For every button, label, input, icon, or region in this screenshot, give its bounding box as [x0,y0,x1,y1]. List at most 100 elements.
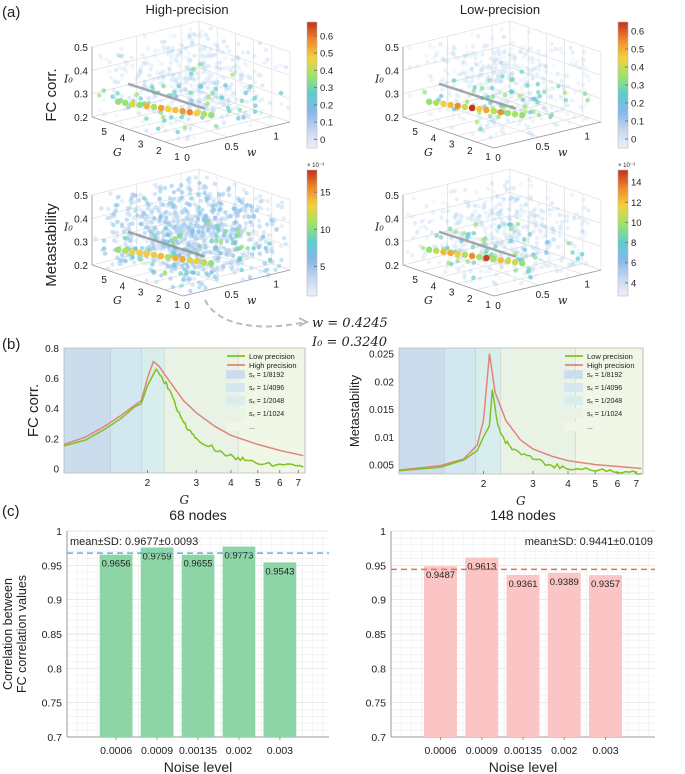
z-tick-label: 0.4 [385,66,399,77]
z-tick-label: 0.2 [74,261,88,272]
scatter-point [204,77,210,83]
scatter-point [508,95,513,100]
scatter-point [181,220,187,226]
precision-band [399,348,445,474]
scatter-point [152,191,158,197]
colorbar-tick-label: 0.4 [631,63,644,74]
scatter-point [251,229,256,234]
scatter-point [474,216,479,221]
scatter-point [230,107,236,112]
scatter-point [165,51,171,56]
scatter-point [198,89,203,94]
scatter-point [190,38,195,43]
scatter-point [470,211,476,217]
scatter-point [183,252,188,258]
scatter-point [187,104,193,110]
scatter-point [216,212,221,217]
scatter-point [175,219,181,225]
scatter-point [179,224,184,229]
scatter-point [537,52,543,58]
scatter-point [197,285,202,290]
scatter-point [218,217,223,223]
scatter-point [178,48,184,54]
scatter-point [526,266,532,272]
scatter-point [237,107,243,113]
scatter-point [538,228,544,234]
scatter-point [513,80,518,86]
scatter-point [170,52,175,58]
scatter-point [481,202,487,207]
scatter-point [151,245,157,250]
scatter-point [509,70,515,76]
highlighted-point [114,98,122,105]
scatter-point [116,194,122,199]
scatter-point [490,189,496,194]
colorbar-tick-label: 0 [320,135,325,146]
highlighted-point [519,112,526,119]
scatter-point [158,187,163,192]
scatter-point [536,48,541,54]
w-tick-label: 1 [273,131,279,142]
scatter-point [581,82,586,87]
scatter-point [134,92,140,97]
scatter-point [516,121,522,126]
scatter-point [186,50,191,56]
scatter-point [493,62,498,67]
scatter-point [205,221,211,226]
scatter-point [488,63,493,68]
scatter-point [208,191,213,197]
scatter-point [215,42,221,48]
scatter-point [213,239,219,244]
scatter-point [103,57,109,62]
scatter-point [197,192,202,198]
scatter-point [197,264,202,270]
g-tick-label: 4 [120,281,126,292]
scatter-point [451,244,457,249]
scatter-point [532,262,538,267]
legend-swatch [225,408,246,419]
highlighted-point [433,99,440,106]
scatter-point [188,27,193,32]
scatter-point [193,265,198,270]
precision-band [575,348,643,474]
scatter-point [498,79,504,85]
scatter-point [502,221,507,226]
scatter-point [223,56,228,61]
scatter-point [445,51,450,56]
scatter-point [239,267,245,273]
scatter-point [466,232,471,237]
scatter-point [413,64,419,70]
scatter-point [188,127,193,132]
scatter-point [525,228,531,233]
scatter-point [464,44,469,49]
scatter-point [463,199,468,204]
scatter-point [533,224,539,229]
scatter-point [560,82,565,88]
scatter-point [102,111,107,117]
scatter-point [197,243,203,249]
scatter-point [246,237,251,243]
scatter-point [532,246,537,252]
scatter-point [224,249,229,254]
scatter-point [528,45,533,51]
scatter-point [164,214,169,220]
scatter-point [584,261,589,266]
scatter-point [283,241,289,247]
g-tick-label: 3 [449,288,455,299]
scatter-point [466,112,471,117]
scatter-point [162,219,168,224]
scatter-point [267,232,272,238]
scatter-point [267,100,272,106]
grid-line [181,94,273,127]
scatter-point [570,57,575,63]
scatter-point [208,208,214,214]
scatter-point [114,239,120,245]
scatter-point [191,201,197,206]
scatter-point [501,196,507,202]
scatter-point [109,221,114,226]
scatter-point [152,94,158,99]
legend-label: sₓ = 1/4096 [587,385,622,392]
scatter-point [252,54,257,59]
scatter-point [202,90,207,95]
scatter-point [170,284,176,290]
